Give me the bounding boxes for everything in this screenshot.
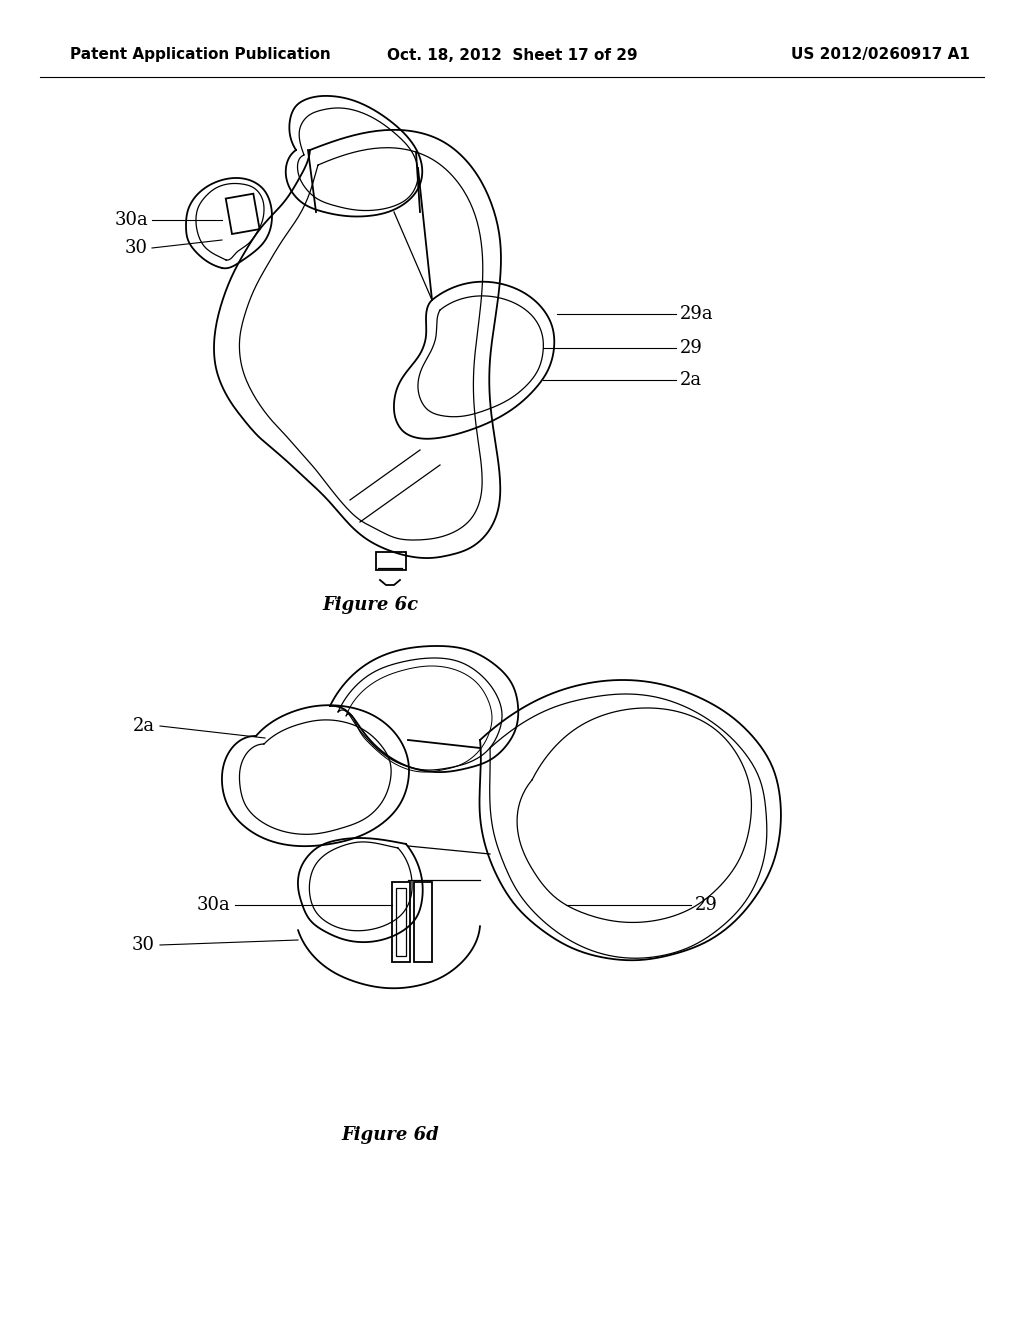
Text: 29: 29	[695, 896, 718, 913]
Text: US 2012/0260917 A1: US 2012/0260917 A1	[792, 48, 970, 62]
Bar	[376, 552, 406, 570]
Text: 30: 30	[132, 936, 155, 954]
Text: Figure 6d: Figure 6d	[341, 1126, 439, 1144]
Text: Figure 6c: Figure 6c	[322, 597, 418, 614]
Text: 30: 30	[125, 239, 148, 257]
Text: 2a: 2a	[133, 717, 155, 735]
Bar	[414, 882, 432, 962]
Text: 2a: 2a	[680, 371, 702, 389]
Bar	[392, 882, 410, 962]
Text: Oct. 18, 2012  Sheet 17 of 29: Oct. 18, 2012 Sheet 17 of 29	[387, 48, 637, 62]
Bar	[225, 194, 259, 234]
Bar	[396, 888, 406, 956]
Text: Patent Application Publication: Patent Application Publication	[70, 48, 331, 62]
Text: 29: 29	[680, 339, 702, 356]
Text: 29a: 29a	[680, 305, 714, 323]
Text: 30a: 30a	[197, 896, 230, 913]
Text: 30a: 30a	[115, 211, 148, 228]
